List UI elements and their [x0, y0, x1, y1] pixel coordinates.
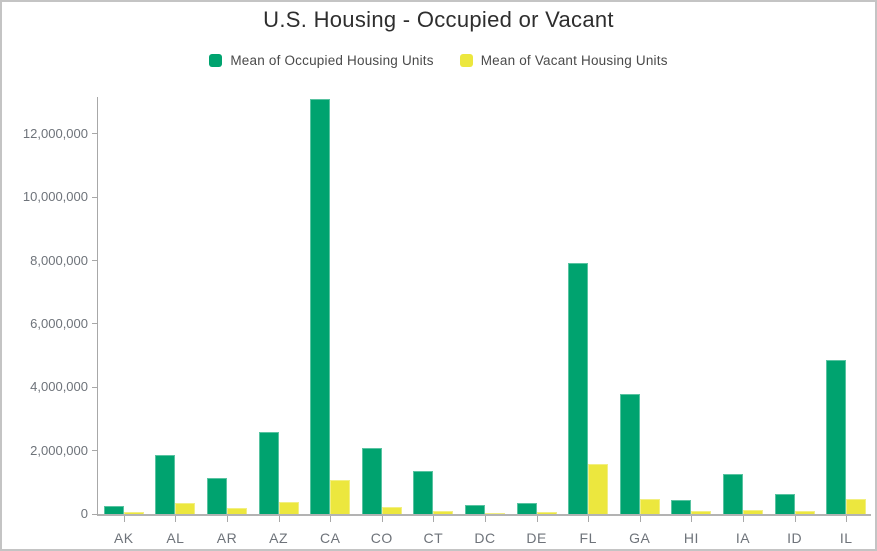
- x-axis-label-al: AL: [166, 530, 185, 546]
- x-axis-tick: [278, 516, 280, 522]
- vacant-series-swatch-icon: [459, 54, 473, 67]
- bar-occupied-ia[interactable]: [722, 474, 743, 514]
- y-axis-label: 0: [80, 506, 88, 521]
- bar-vacant-de[interactable]: [536, 512, 557, 514]
- x-axis-label-il: IL: [839, 530, 853, 546]
- bar-vacant-al[interactable]: [175, 502, 196, 514]
- x-axis-label-de: DE: [526, 530, 547, 546]
- x-axis-label-ct: CT: [423, 530, 444, 546]
- x-axis-tick: [639, 516, 641, 522]
- bar-occupied-hi[interactable]: [671, 500, 692, 514]
- bar-occupied-az[interactable]: [258, 431, 279, 514]
- bar-occupied-id[interactable]: [774, 494, 795, 514]
- y-axis-label: 6,000,000: [30, 315, 88, 331]
- x-axis-tick: [381, 516, 383, 522]
- bar-group-fl: [562, 97, 614, 514]
- bar-vacant-id[interactable]: [794, 511, 815, 514]
- x-axis-tick: [691, 516, 693, 522]
- bar-occupied-fl[interactable]: [568, 262, 589, 514]
- bar-vacant-fl[interactable]: [588, 463, 609, 514]
- legend-item-occupied[interactable]: Mean of Occupied Housing Units: [209, 53, 434, 68]
- bar-occupied-ca[interactable]: [310, 99, 331, 514]
- x-axis-tick: [175, 516, 177, 522]
- bar-group-ca: [304, 97, 356, 514]
- legend-label-vacant: Mean of Vacant Housing Units: [480, 53, 668, 68]
- x-axis-label-fl: FL: [579, 530, 597, 546]
- bar-group-il: [820, 97, 872, 514]
- x-axis-label-ia: IA: [735, 530, 751, 546]
- bar-group-dc: [459, 97, 511, 514]
- x-axis-label-ar: AR: [216, 530, 238, 546]
- bar-group-hi: [666, 97, 718, 514]
- bar-group-co: [356, 97, 408, 514]
- bar-vacant-hi[interactable]: [691, 511, 712, 514]
- y-axis-tick: [92, 196, 97, 198]
- bar-occupied-dc[interactable]: [464, 505, 485, 514]
- chart-title: U.S. Housing - Occupied or Vacant: [263, 7, 614, 32]
- bar-vacant-az[interactable]: [278, 501, 299, 514]
- x-axis-label-ga: GA: [629, 530, 651, 546]
- x-axis-label-co: CO: [370, 530, 393, 546]
- x-axis-tick: [536, 516, 538, 522]
- bar-occupied-ct[interactable]: [413, 470, 434, 514]
- x-axis-tick: [433, 516, 435, 522]
- bar-vacant-ia[interactable]: [742, 509, 763, 514]
- y-axis-label: 4,000,000: [30, 379, 88, 395]
- bar-vacant-dc[interactable]: [484, 512, 505, 514]
- x-axis-label-hi: HI: [683, 530, 699, 546]
- y-axis-tick: [92, 513, 97, 515]
- x-axis-tick: [794, 516, 796, 522]
- bar-occupied-il[interactable]: [826, 360, 847, 514]
- y-axis-tick: [92, 450, 97, 452]
- bar-group-ct: [408, 97, 460, 514]
- bar-occupied-al[interactable]: [155, 455, 176, 514]
- x-axis-label-dc: DC: [474, 530, 496, 546]
- x-axis-label-id: ID: [787, 530, 803, 546]
- bar-group-ga: [614, 97, 666, 514]
- x-axis-label-ak: AK: [113, 530, 134, 546]
- y-axis-tick: [92, 386, 97, 388]
- bar-occupied-ga[interactable]: [619, 393, 640, 514]
- y-axis-label: 2,000,000: [30, 442, 88, 458]
- plot-area: 0 2,000,000 4,000,000 6,000,000 8,000,000 10,…: [23, 97, 872, 546]
- bar-occupied-co[interactable]: [361, 447, 382, 514]
- x-axis-tick: [227, 516, 228, 522]
- occupied-series-swatch-icon: [209, 54, 223, 67]
- bar-vacant-ak[interactable]: [123, 512, 144, 514]
- legend: Mean of Occupied Housing Units Mean of V…: [2, 53, 875, 68]
- y-axis-tick: [92, 260, 97, 262]
- bar-vacant-co[interactable]: [381, 507, 402, 514]
- bar-occupied-de[interactable]: [516, 502, 537, 514]
- bar-vacant-ca[interactable]: [330, 479, 351, 514]
- x-axis-tick: [588, 516, 590, 522]
- bar-group-az: [253, 97, 305, 514]
- y-axis-label: 8,000,000: [30, 252, 88, 268]
- bar-group-id: [769, 97, 821, 514]
- y-axis-tick: [92, 133, 97, 135]
- bar-group-ak: [98, 97, 150, 514]
- x-axis-tick: [330, 516, 332, 522]
- bar-group-ia: [717, 97, 769, 514]
- legend-item-vacant[interactable]: Mean of Vacant Housing Units: [459, 53, 668, 68]
- bar-occupied-ar[interactable]: [206, 477, 227, 514]
- x-axis-tick: [743, 516, 744, 522]
- bar-vacant-ar[interactable]: [226, 508, 247, 514]
- x-axis-label-az: AZ: [269, 530, 289, 546]
- bar-vacant-ga[interactable]: [639, 499, 660, 514]
- bar-group-al: [150, 97, 202, 514]
- y-axis-label: 12,000,000: [22, 125, 88, 141]
- y-axis-tick: [92, 323, 97, 325]
- bar-occupied-ak[interactable]: [103, 506, 124, 514]
- bar-vacant-ct[interactable]: [433, 510, 454, 514]
- x-axis-tick: [485, 516, 486, 522]
- y-axis-label: 10,000,000: [22, 189, 88, 205]
- x-axis-tick: [846, 516, 848, 522]
- bar-group-de: [511, 97, 563, 514]
- x-axis-tick: [123, 516, 125, 522]
- bar-group-ar: [201, 97, 253, 514]
- bar-vacant-il[interactable]: [846, 498, 867, 514]
- x-axis-label-ca: CA: [319, 530, 341, 546]
- legend-label-occupied: Mean of Occupied Housing Units: [230, 53, 434, 68]
